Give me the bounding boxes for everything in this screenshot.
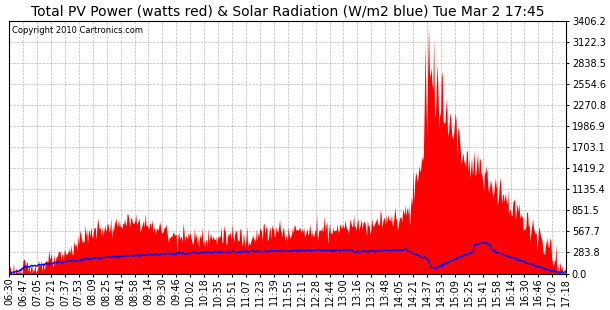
Text: Copyright 2010 Cartronics.com: Copyright 2010 Cartronics.com xyxy=(12,26,143,35)
Title: Total PV Power (watts red) & Solar Radiation (W/m2 blue) Tue Mar 2 17:45: Total PV Power (watts red) & Solar Radia… xyxy=(31,4,545,18)
